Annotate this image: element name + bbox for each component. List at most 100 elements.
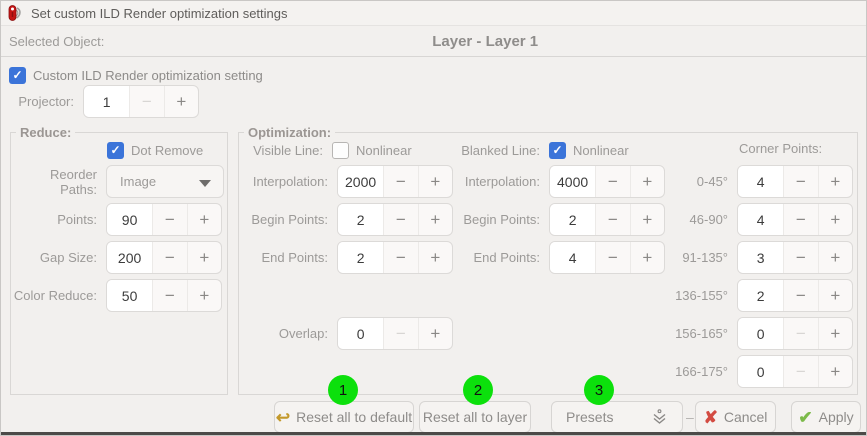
corner-91-135-decrement-button[interactable]: − — [783, 242, 817, 273]
corner-156-165-value[interactable]: 0 — [738, 318, 784, 349]
projector-increment-button[interactable]: + — [163, 86, 198, 117]
color-reduce-decrement-button[interactable]: − — [152, 280, 186, 311]
corner-156-165-decrement-button[interactable]: − — [783, 318, 817, 349]
corner-91-135-increment-button[interactable]: + — [817, 242, 852, 273]
gap-size-decrement-button[interactable]: − — [152, 242, 186, 273]
blanked-interpolation-label: Interpolation: — [464, 174, 540, 189]
gap-size-value[interactable]: 200 — [107, 242, 153, 273]
overlap-decrement-button[interactable]: − — [383, 318, 417, 349]
corner-166-175-value[interactable]: 0 — [738, 356, 784, 387]
points-label: Points: — [57, 212, 97, 227]
corner-points-title: Corner Points: — [739, 141, 823, 156]
overlap-spinner: 0 − + — [337, 317, 453, 350]
blanked-interpolation-value[interactable]: 4000 — [550, 166, 596, 197]
cancel-x-icon: ✘ — [703, 407, 718, 427]
color-reduce-increment-button[interactable]: + — [186, 280, 221, 311]
step-badge-3: 3 — [584, 375, 614, 405]
points-increment-button[interactable]: + — [186, 204, 221, 235]
corner-0-45-decrement-button[interactable]: − — [783, 166, 817, 197]
blanked-interpolation-decrement-button[interactable]: − — [595, 166, 629, 197]
overlap-value[interactable]: 0 — [338, 318, 384, 349]
corner-46-90-increment-button[interactable]: + — [817, 204, 852, 235]
blanked-begin-points-increment-button[interactable]: + — [629, 204, 664, 235]
footer-separator: – — [686, 409, 694, 425]
corner-136-155-value[interactable]: 2 — [738, 280, 784, 311]
blanked-end-points-spinner: 4 − + — [549, 241, 665, 274]
projector-value[interactable]: 1 — [84, 86, 130, 117]
dot-remove-row: ✓ Dot Remove — [107, 139, 203, 161]
title-bar: Set custom ILD Render optimization setti… — [1, 1, 866, 26]
dot-remove-checkbox[interactable]: ✓ — [107, 141, 124, 159]
visible-line-label: Visible Line: — [253, 142, 323, 158]
corner-136-155-increment-button[interactable]: + — [817, 280, 852, 311]
reset-all-to-default-label: Reset all to default — [296, 409, 413, 425]
overlap-row: Overlap: 0 − + — [239, 317, 453, 350]
presets-button[interactable]: Presets — [551, 401, 683, 433]
visible-begin-points-spinner: 2 − + — [337, 203, 453, 236]
expand-down-icon — [651, 409, 668, 425]
corner-166-175-decrement-button[interactable]: − — [783, 356, 817, 387]
color-reduce-label: Color Reduce: — [13, 288, 97, 303]
blanked-line-row: Blanked Line: ✓ Nonlinear — [399, 139, 629, 161]
visible-nonlinear-checkbox[interactable] — [332, 141, 349, 159]
corner-0-45-row: 0-45° 4 − + — [585, 165, 853, 198]
color-reduce-value[interactable]: 50 — [107, 280, 153, 311]
custom-setting-checkbox[interactable]: ✓ — [9, 66, 26, 84]
corner-91-135-spinner: 3 − + — [737, 241, 853, 274]
selected-object-value: Layer - Layer 1 — [432, 32, 539, 50]
blanked-end-points-decrement-button[interactable]: − — [595, 242, 629, 273]
corner-166-175-increment-button[interactable]: + — [817, 356, 852, 387]
selected-object-label: Selected Object: — [9, 33, 105, 49]
corner-156-165-row: 156-165° 0 − + — [585, 317, 853, 350]
visible-end-points-label: End Points: — [261, 250, 329, 265]
blanked-begin-points-decrement-button[interactable]: − — [595, 204, 629, 235]
corner-46-90-value[interactable]: 4 — [738, 204, 784, 235]
visible-line-row: Visible Line: Nonlinear — [239, 139, 412, 161]
overlap-increment-button[interactable]: + — [417, 318, 452, 349]
corner-46-90-decrement-button[interactable]: − — [783, 204, 817, 235]
visible-begin-points-decrement-button[interactable]: − — [383, 204, 417, 235]
visible-interpolation-decrement-button[interactable]: − — [383, 166, 417, 197]
projector-label: Projector: — [18, 94, 74, 109]
visible-interpolation-value[interactable]: 2000 — [338, 166, 384, 197]
cancel-button[interactable]: ✘ Cancel — [695, 401, 776, 433]
gap-size-increment-button[interactable]: + — [186, 242, 221, 273]
corner-136-155-label: 136-155° — [675, 288, 728, 303]
visible-interpolation-increment-button[interactable]: + — [417, 166, 452, 197]
corner-0-45-increment-button[interactable]: + — [817, 166, 852, 197]
corner-91-135-value[interactable]: 3 — [738, 242, 784, 273]
apply-button[interactable]: ✔ Apply — [791, 401, 861, 433]
points-row: Points: 90 − + — [11, 203, 222, 236]
selected-object-header: Selected Object: Layer - Layer 1 — [1, 26, 866, 57]
visible-begin-points-increment-button[interactable]: + — [417, 204, 452, 235]
blanked-interpolation-increment-button[interactable]: + — [629, 166, 664, 197]
visible-begin-points-row: Begin Points: 2 − + — [239, 203, 453, 236]
points-value[interactable]: 90 — [107, 204, 153, 235]
points-decrement-button[interactable]: − — [152, 204, 186, 235]
projector-decrement-button[interactable]: − — [129, 86, 163, 117]
corner-91-135-label: 91-135° — [682, 250, 728, 265]
corner-136-155-decrement-button[interactable]: − — [783, 280, 817, 311]
visible-begin-points-value[interactable]: 2 — [338, 204, 384, 235]
visible-interpolation-row: Interpolation: 2000 − + — [239, 165, 453, 198]
reduce-group: Reduce: ✓ Dot Remove Reorder Paths: Imag… — [10, 125, 228, 395]
blanked-end-points-value[interactable]: 4 — [550, 242, 596, 273]
blanked-begin-points-value[interactable]: 2 — [550, 204, 596, 235]
corner-91-135-row: 91-135° 3 − + — [585, 241, 853, 274]
blanked-end-points-increment-button[interactable]: + — [629, 242, 664, 273]
corner-46-90-spinner: 4 − + — [737, 203, 853, 236]
reset-all-to-default-button[interactable]: ↩ Reset all to default — [274, 401, 414, 433]
corner-0-45-value[interactable]: 4 — [738, 166, 784, 197]
reorder-paths-dropdown[interactable]: Image — [106, 165, 224, 198]
corner-156-165-label: 156-165° — [675, 326, 728, 341]
visible-end-points-decrement-button[interactable]: − — [383, 242, 417, 273]
corner-156-165-increment-button[interactable]: + — [817, 318, 852, 349]
app-icon — [6, 4, 24, 22]
reset-all-to-layer-button[interactable]: Reset all to layer — [419, 401, 531, 433]
blanked-nonlinear-checkbox[interactable]: ✓ — [549, 141, 566, 159]
visible-end-points-value[interactable]: 2 — [338, 242, 384, 273]
corner-166-175-spinner: 0 − + — [737, 355, 853, 388]
visible-interpolation-spinner: 2000 − + — [337, 165, 453, 198]
blanked-begin-points-row: Begin Points: 2 − + — [399, 203, 665, 236]
visible-end-points-increment-button[interactable]: + — [417, 242, 452, 273]
